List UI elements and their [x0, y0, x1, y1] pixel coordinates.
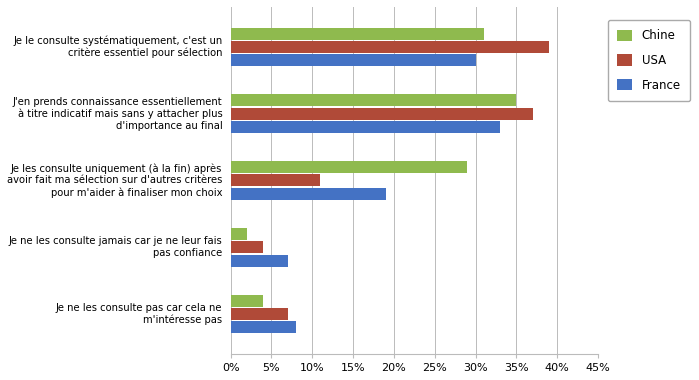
Legend: Chine, USA, France: Chine, USA, France: [607, 20, 691, 101]
Bar: [231, 94, 517, 106]
Bar: [231, 54, 475, 66]
Bar: [231, 241, 264, 253]
Bar: [231, 121, 500, 133]
Bar: [231, 255, 288, 267]
Bar: [231, 28, 484, 40]
Bar: [231, 228, 247, 240]
Bar: [231, 321, 296, 333]
Bar: [231, 41, 549, 53]
Bar: [231, 108, 533, 120]
Bar: [231, 294, 264, 307]
Bar: [231, 308, 288, 320]
Bar: [231, 161, 468, 173]
Bar: [231, 188, 386, 200]
Bar: [231, 174, 320, 187]
